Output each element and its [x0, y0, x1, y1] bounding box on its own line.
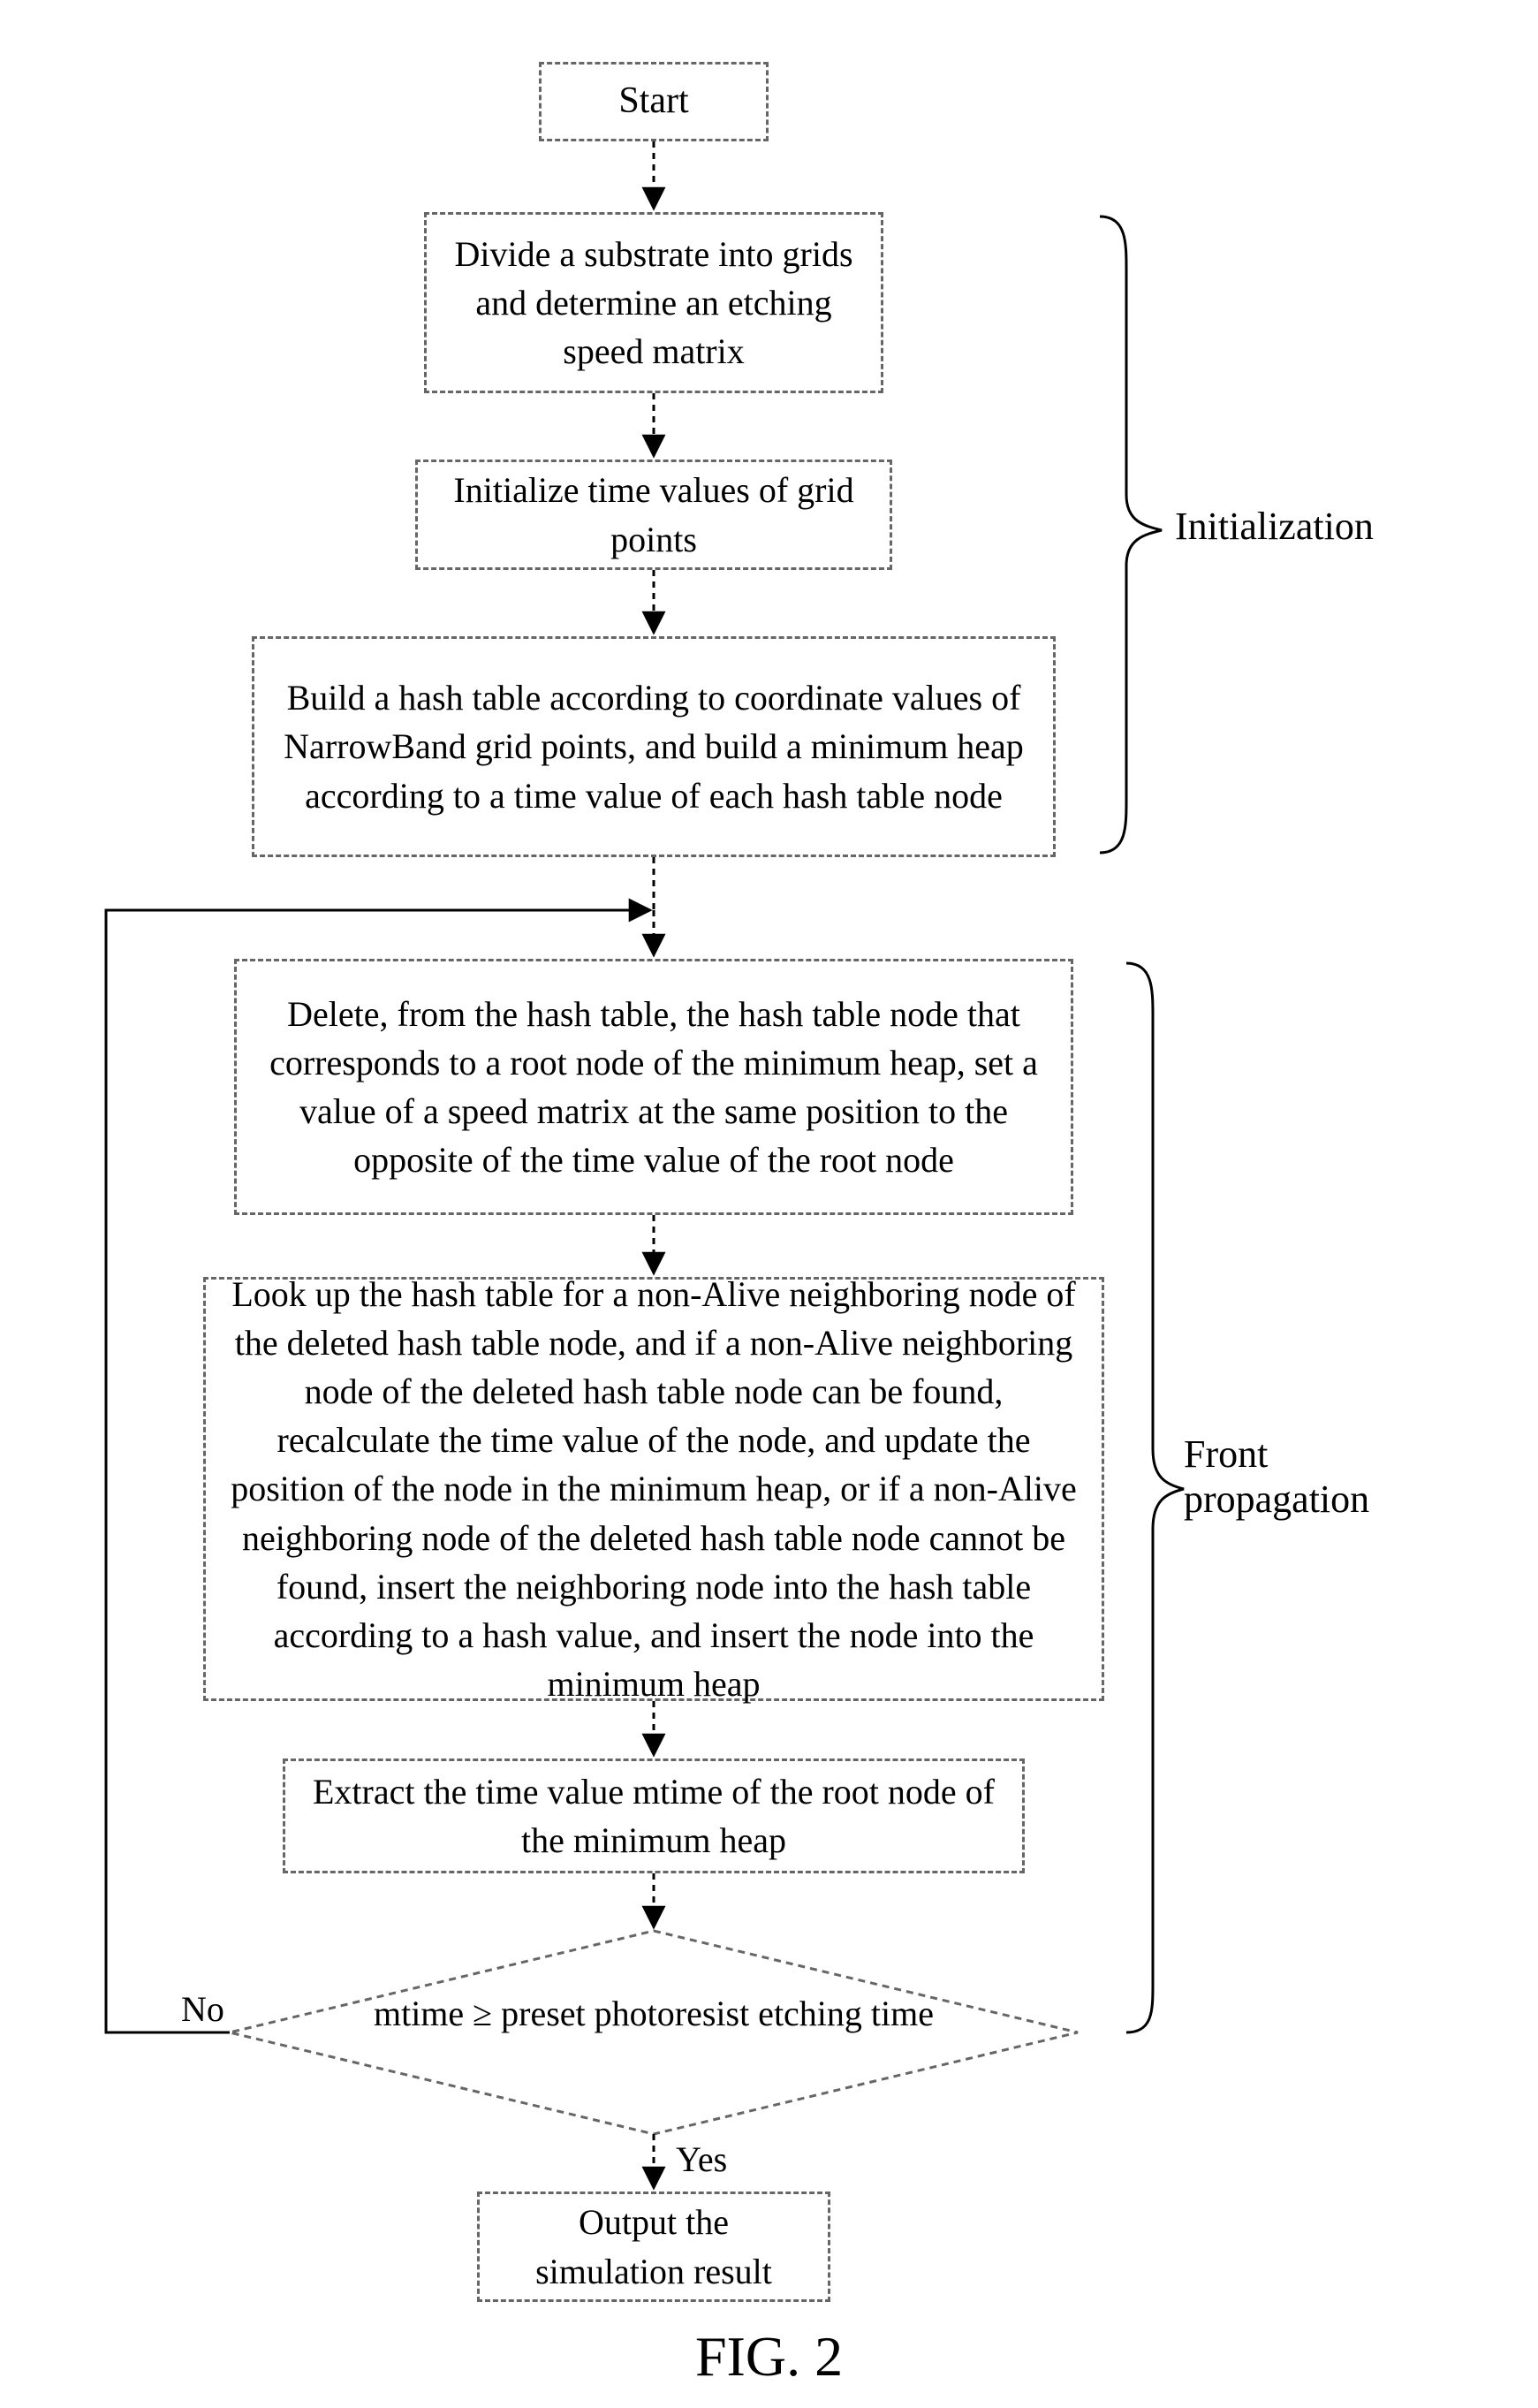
edge-label-yes: Yes [676, 2138, 727, 2180]
decision-diamond: mtime ≥ preset photoresist etching time [230, 1931, 1078, 2134]
node-lookup-neighbor: Look up the hash table for a non-Alive n… [203, 1277, 1104, 1701]
phase-front-propagation-label: Front propagation [1184, 1432, 1405, 1522]
phase-text: Initialization [1175, 505, 1374, 548]
node-build-hash-heap: Build a hash table according to coordina… [252, 636, 1056, 857]
phase-text: Front propagation [1184, 1432, 1369, 1521]
node-extract-mtime: Extract the time value mtime of the root… [283, 1759, 1025, 1873]
node-text: Initialize time values of grid points [439, 466, 868, 563]
figure-caption-text: FIG. 2 [695, 2325, 843, 2388]
figure-caption: FIG. 2 [0, 2324, 1538, 2389]
node-start-text: Start [618, 76, 688, 127]
node-delete-hash-node: Delete, from the hash table, the hash ta… [234, 959, 1073, 1215]
label-text: No [181, 1989, 224, 2029]
node-text: Build a hash table according to coordina… [276, 673, 1032, 820]
node-start: Start [539, 62, 769, 141]
node-text: Output the simulation result [501, 2198, 807, 2295]
brace-initialization [1100, 216, 1162, 853]
node-output-result: Output the simulation result [477, 2192, 830, 2302]
node-initialize-time-values: Initialize time values of grid points [415, 460, 892, 570]
node-text: Look up the hash table for a non-Alive n… [227, 1270, 1080, 1709]
decision-text: mtime ≥ preset photoresist etching time [374, 1994, 934, 2033]
node-text: Delete, from the hash table, the hash ta… [258, 990, 1049, 1185]
node-text: Divide a substrate into grids and determ… [448, 230, 860, 376]
edge-label-no: No [181, 1988, 224, 2030]
phase-initialization-label: Initialization [1175, 504, 1374, 549]
node-text: Extract the time value mtime of the root… [307, 1767, 1001, 1865]
brace-front-propagation [1126, 963, 1184, 2032]
label-text: Yes [676, 2139, 727, 2179]
node-divide-substrate: Divide a substrate into grids and determ… [424, 212, 883, 393]
